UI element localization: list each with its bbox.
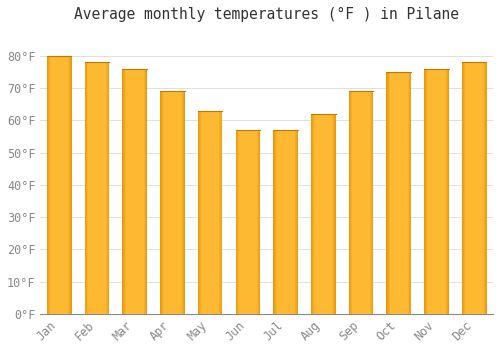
Title: Average monthly temperatures (°F ) in Pilane: Average monthly temperatures (°F ) in Pi… <box>74 7 459 22</box>
